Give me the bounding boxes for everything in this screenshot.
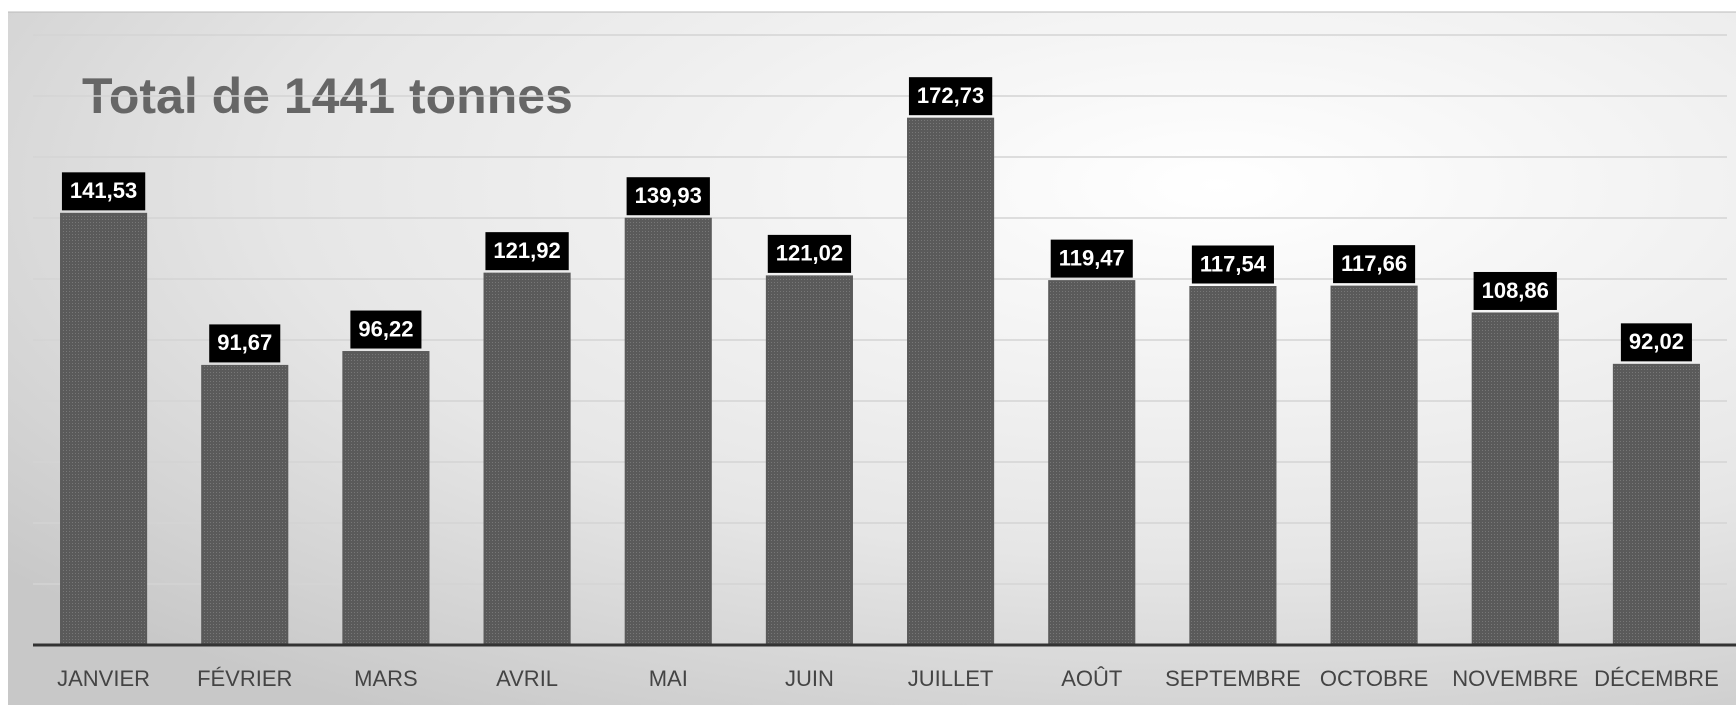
bar [61, 213, 147, 645]
value-label: 121,92 [493, 238, 560, 263]
chart: Total de 1441 tonnes JANVIER141,53FÉVRIE… [0, 0, 1736, 705]
value-label: 92,02 [1629, 329, 1684, 354]
bar [1049, 281, 1135, 645]
x-tick-label: OCTOBRE [1320, 666, 1428, 691]
value-label: 141,53 [70, 178, 137, 203]
value-label: 117,66 [1341, 251, 1407, 276]
x-tick-label: NOVEMBRE [1452, 666, 1578, 691]
bar [343, 352, 429, 645]
bar [1613, 364, 1699, 645]
bar [766, 276, 852, 645]
x-tick-label: AVRIL [496, 666, 558, 691]
value-label: 139,93 [635, 183, 702, 208]
x-tick-label: SEPTEMBRE [1165, 666, 1301, 691]
bar [202, 365, 288, 645]
value-label: 108,86 [1482, 278, 1549, 303]
x-tick-label: JUIN [785, 666, 834, 691]
bar [1190, 287, 1276, 645]
bar [1472, 313, 1558, 645]
value-label: 121,02 [776, 241, 843, 266]
value-label: 91,67 [217, 330, 272, 355]
value-label: 172,73 [917, 83, 984, 108]
bar [908, 118, 994, 645]
x-tick-label: DÉCEMBRE [1594, 666, 1719, 691]
value-label: 119,47 [1059, 245, 1125, 270]
x-tick-label: JANVIER [57, 666, 150, 691]
x-tick-label: AOÛT [1061, 666, 1122, 691]
x-tick-label: MARS [354, 666, 418, 691]
bar [625, 218, 711, 645]
x-tick-label: FÉVRIER [197, 666, 292, 691]
x-tick-label: MAI [649, 666, 688, 691]
value-label: 96,22 [358, 316, 413, 341]
x-tick-label: JUILLET [908, 666, 994, 691]
bar [484, 273, 570, 645]
value-label: 117,54 [1200, 251, 1267, 276]
bar [1331, 286, 1417, 645]
